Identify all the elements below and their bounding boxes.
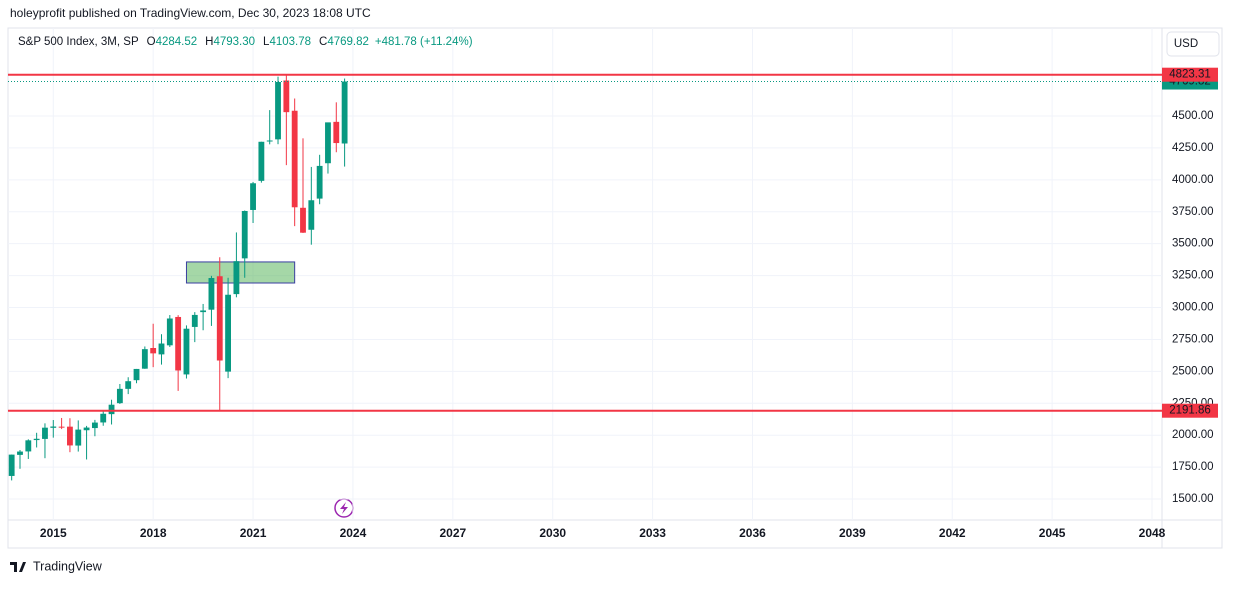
candle-body	[17, 451, 23, 455]
y-tick-label: 4500.00	[1172, 110, 1214, 122]
currency-label: USD	[1174, 38, 1198, 50]
candle-body	[166, 318, 173, 346]
legend-value: 4103.78	[269, 36, 311, 48]
candle-body	[116, 388, 123, 404]
publisher-note: holeyprofit published on TradingView.com…	[10, 6, 371, 20]
level-tag	[1162, 403, 1218, 418]
candle-body	[191, 314, 198, 327]
level-label: 4823.31	[1169, 69, 1211, 81]
candle-body	[75, 429, 82, 446]
candle-body	[341, 81, 348, 144]
chart-frame	[7, 27, 1223, 549]
y-tick-label: 1750.00	[1172, 461, 1214, 473]
legend-key: L	[263, 36, 270, 48]
candle-body	[108, 404, 115, 415]
candle-body	[158, 343, 165, 355]
candle-body	[50, 426, 57, 428]
candle-body	[233, 261, 240, 295]
x-tick-label: 2033	[639, 526, 666, 540]
candle-body	[266, 140, 273, 142]
candle-body	[150, 347, 157, 354]
y-tick-label: 3000.00	[1172, 302, 1214, 314]
replay-icon[interactable]	[334, 498, 354, 518]
x-tick-label: 2048	[1139, 526, 1166, 540]
x-tick-label: 2036	[739, 526, 766, 540]
grid	[8, 28, 1162, 520]
x-tick-label: 2021	[240, 526, 267, 540]
candle-body	[200, 310, 207, 313]
brand: TradingView	[33, 559, 103, 573]
footer-logo: TradingView	[10, 559, 103, 573]
y-tick-label: 2750.00	[1172, 333, 1214, 345]
candle-body	[133, 368, 140, 381]
legend-name: S&P 500 Index, 3M, SP	[18, 36, 139, 48]
candle-body	[67, 426, 73, 446]
x-tick-label: 2024	[340, 526, 367, 540]
y-tick-label: 3750.00	[1172, 206, 1214, 218]
y-tick-label: 3250.00	[1172, 270, 1214, 282]
candle-body	[316, 165, 323, 199]
y-tick-label: 4000.00	[1172, 174, 1214, 186]
candle-body	[325, 122, 331, 164]
legend-key: O	[147, 36, 156, 48]
candle-body	[283, 80, 290, 113]
candle-body	[308, 200, 315, 230]
logo-mark	[10, 562, 26, 572]
y-tick-label: 2000.00	[1172, 429, 1214, 441]
candle-body	[91, 422, 98, 429]
candle-body	[33, 438, 40, 441]
candle-body	[8, 454, 15, 476]
candle-body	[333, 121, 340, 144]
legend: S&P 500 Index, 3M, SP O4284.52 H4793.30 L41…	[18, 36, 473, 48]
candles	[8, 75, 348, 481]
candle-body	[258, 141, 265, 181]
legend-change: +481.78 (+11.24%)	[375, 36, 473, 48]
candle-body	[42, 427, 48, 439]
candle-body	[100, 413, 107, 423]
icon-bolt	[340, 502, 348, 514]
candle-body	[300, 207, 306, 233]
candle-body	[141, 349, 148, 369]
candle-body	[250, 183, 256, 210]
level-tag	[1162, 67, 1218, 82]
candle-body	[83, 427, 90, 431]
x-tick-label: 2045	[1039, 526, 1066, 540]
legend-key: C	[319, 36, 327, 48]
candle-body	[291, 110, 298, 208]
y-tick-label: 2500.00	[1172, 365, 1214, 377]
candle-body	[216, 276, 223, 361]
candle-body	[241, 210, 248, 259]
y-tick-label: 1500.00	[1172, 493, 1214, 505]
currency-button[interactable]	[1166, 31, 1220, 57]
candle-body	[275, 82, 281, 140]
x-tick-label: 2042	[939, 526, 966, 540]
y-tick-label: 3500.00	[1172, 238, 1214, 250]
x-tick-label: 2027	[439, 526, 466, 540]
level-label: 2191.86	[1169, 405, 1211, 417]
y-tick-label: 4250.00	[1172, 142, 1214, 154]
legend-value: 4793.30	[213, 36, 255, 48]
x-tick-label: 2018	[140, 526, 167, 540]
candle-body	[25, 440, 32, 452]
candle-body	[175, 316, 182, 371]
x-tick-label: 2039	[839, 526, 866, 540]
candle-body	[58, 426, 65, 428]
x-tick-label: 2030	[539, 526, 566, 540]
x-tick-label: 2015	[40, 526, 67, 540]
legend-value: 4284.52	[156, 36, 198, 48]
candle-body	[225, 294, 231, 372]
legend-key: H	[205, 36, 213, 48]
legend-value: 4769.82	[327, 36, 369, 48]
candle-body	[208, 278, 215, 310]
candle-body	[125, 381, 132, 389]
zone	[185, 261, 296, 284]
candle-body	[183, 328, 190, 375]
